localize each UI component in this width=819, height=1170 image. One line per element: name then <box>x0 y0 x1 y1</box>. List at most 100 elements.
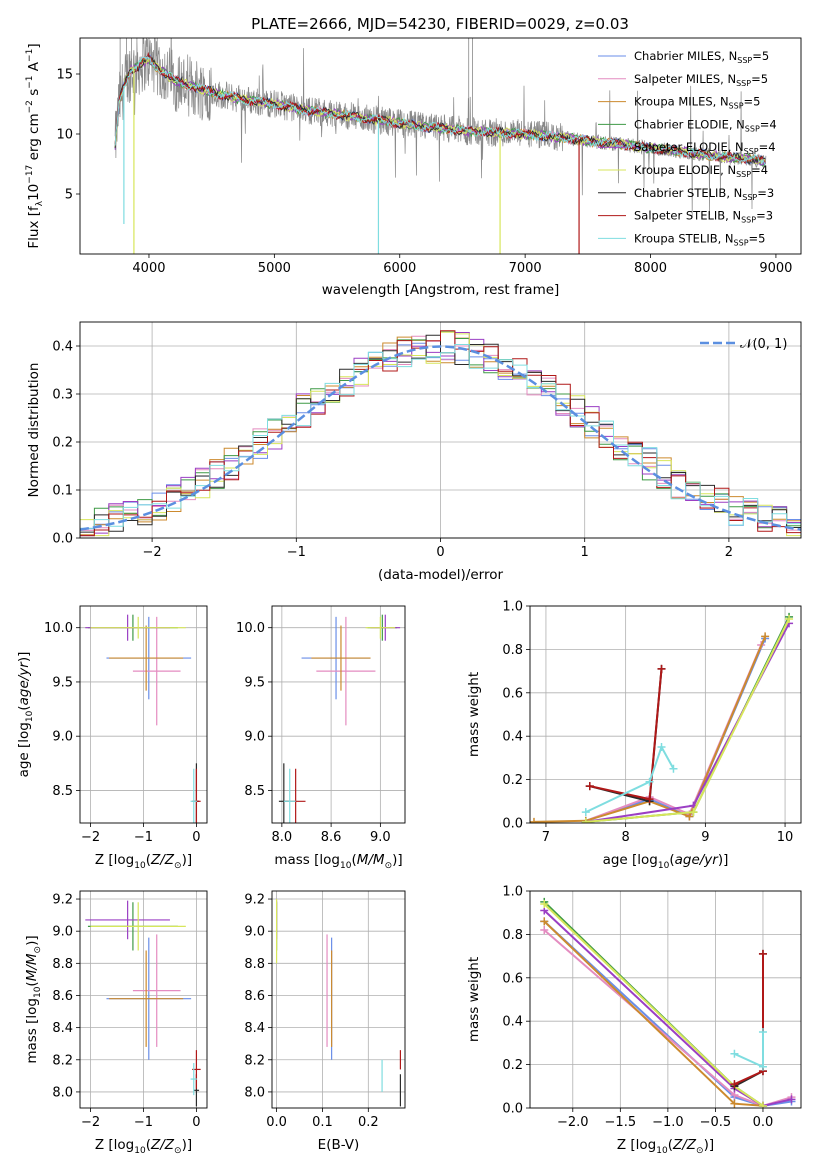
x-tick-label: −2 <box>81 830 100 845</box>
y-tick-label: 8.5 <box>52 784 73 799</box>
y-tick-label: 0.8 <box>502 928 523 943</box>
x-tick-label: 0 <box>192 1115 200 1130</box>
gaussian-reference <box>80 345 801 531</box>
plot-area-weight_vs_age <box>530 612 794 823</box>
x-tick-label: −1 <box>134 830 153 845</box>
axes-frame <box>529 605 802 824</box>
x-tick-label: 8.0 <box>272 830 293 845</box>
y-tick-label: 0.6 <box>502 686 523 701</box>
x-tick-label: 7 <box>542 830 550 845</box>
y-tick-label: 0.3 <box>52 388 73 403</box>
panel-spectrum: 4000 5000 6000 7000 8000 9000 5 10 15 wavelength … <box>25 37 802 298</box>
y-tick-label: 8.4 <box>52 1021 73 1036</box>
plot-area-mass_vs_ebv <box>275 899 402 1107</box>
data-point <box>785 615 794 624</box>
x-axis-label: mass [log10(M/M⊙)] <box>274 852 402 871</box>
x-tick-label: −2.0 <box>557 1115 589 1130</box>
plot-area-weight_vs_Z <box>540 897 796 1108</box>
data-point <box>540 900 549 909</box>
y-tick-label: 0.2 <box>502 773 523 788</box>
x-axis-label: Z [log10(Z/Z⊙)] <box>95 852 192 871</box>
y-tick-label: 8.8 <box>52 957 73 972</box>
x-tick-label: 0.2 <box>358 1115 379 1130</box>
legend: Chabrier MILES, NSSP=5 Salpeter MILES, NS… <box>598 49 777 247</box>
data-point <box>758 949 767 958</box>
y-tick-label: 0.2 <box>502 1058 523 1073</box>
legend-label: Chabrier MILES, NSSP=5 <box>634 49 769 65</box>
data-point <box>730 1080 739 1089</box>
x-tick-label: 8 <box>622 830 630 845</box>
legend-label: Kroupa MILES, NSSP=5 <box>634 95 760 111</box>
x-tick-label: 9 <box>701 830 709 845</box>
y-tick-label: 1.0 <box>502 600 523 615</box>
y-tick-label: 8.2 <box>52 1053 73 1068</box>
data-point <box>685 812 694 821</box>
data-point <box>540 917 549 926</box>
x-tick-label: 8000 <box>634 261 667 276</box>
axes-frame <box>79 37 802 255</box>
plot-area-age_vs_Z <box>85 614 201 823</box>
x-axis-label: Z [log10(Z/Z⊙)] <box>617 1137 714 1156</box>
data-point <box>758 1062 767 1071</box>
y-tick-label: 8.0 <box>52 1085 73 1100</box>
x-tick-label: −2 <box>81 1115 100 1130</box>
y-tick-label: 10.0 <box>236 621 265 636</box>
x-tick-label: −0.5 <box>700 1115 732 1130</box>
data-point <box>581 808 590 817</box>
data-point <box>689 808 698 817</box>
model-curve <box>114 58 766 165</box>
x-tick-label: 0 <box>192 830 200 845</box>
panel-age_vs_mass: 8.0 8.6 9.0 8.5 9.0 9.5 10.0 mass [log10(M/M⊙)] <box>236 605 406 871</box>
x-tick-label: 0.0 <box>266 1115 287 1130</box>
y-tick-label: 15 <box>56 68 73 83</box>
y-tick-label: 0.0 <box>52 532 73 547</box>
plot-area-age_vs_mass <box>278 614 401 823</box>
y-axis-label: Flux [fλ10−17 erg cm−2 s−1 A−1] <box>25 43 45 248</box>
legend-label: Kroupa STELIB, NSSP=5 <box>634 231 765 247</box>
x-tick-label: 4000 <box>132 261 165 276</box>
x-tick-label: 9000 <box>759 261 792 276</box>
data-point <box>669 764 678 773</box>
x-tick-label: 6000 <box>383 261 416 276</box>
y-tick-label: 0.0 <box>502 817 523 832</box>
series-line <box>585 644 763 822</box>
plot-area-spectrum <box>114 38 767 254</box>
y-tick-label: 8.2 <box>244 1053 265 1068</box>
legend-label: 𝒩(0, 1) <box>740 337 787 352</box>
x-tick-label: 0.0 <box>753 1115 774 1130</box>
legend-label: Salpeter MILES, NSSP=5 <box>634 72 768 88</box>
x-tick-label: 8.6 <box>321 830 342 845</box>
histogram-series <box>80 344 801 538</box>
y-tick-label: 9.2 <box>52 893 73 908</box>
data-point <box>540 926 549 935</box>
y-tick-label: 8.5 <box>244 784 265 799</box>
axes-frame <box>529 890 802 1109</box>
panel-mass_vs_Z: −2 −1 0 8.0 8.2 8.4 8.6 8.8 9.0 9.2 Z [log10(Z/Z⊙)… <box>24 890 208 1156</box>
y-tick-label: 0.4 <box>502 1015 523 1030</box>
data-point <box>758 1101 767 1108</box>
x-axis-label: wavelength [Angstrom, rest frame] <box>322 282 560 298</box>
series-line <box>733 1032 764 1069</box>
y-axis-label: Normed distribution <box>26 363 42 498</box>
y-tick-label: 9.0 <box>52 925 73 940</box>
y-tick-label: 10 <box>56 128 73 143</box>
y-tick-label: 0.0 <box>502 1102 523 1117</box>
legend-label: Salpeter ELODIE, NSSP=4 <box>634 140 776 156</box>
x-tick-label: −1.0 <box>652 1115 684 1130</box>
y-tick-label: 9.5 <box>244 675 265 690</box>
legend: 𝒩(0, 1) <box>700 337 787 352</box>
y-tick-label: 0.1 <box>52 484 73 499</box>
x-tick-label: 0 <box>436 545 444 560</box>
axes-frame <box>271 890 406 1109</box>
axes-frame <box>79 890 208 1109</box>
y-tick-label: 0.4 <box>502 730 523 745</box>
y-tick-label: 0.8 <box>502 643 523 658</box>
y-axis-label: mass weight <box>466 957 482 1042</box>
x-tick-label: 10 <box>777 830 794 845</box>
data-point <box>730 1049 739 1058</box>
panel-age_vs_Z: −2 −1 0 8.5 9.0 9.5 10.0 Z [log10(Z/Z⊙)] age [lo… <box>16 605 208 871</box>
y-axis-label: age [log10(age/yr)] <box>16 652 35 778</box>
x-axis-label: E(B-V) <box>318 1137 360 1153</box>
series-line <box>585 638 767 822</box>
